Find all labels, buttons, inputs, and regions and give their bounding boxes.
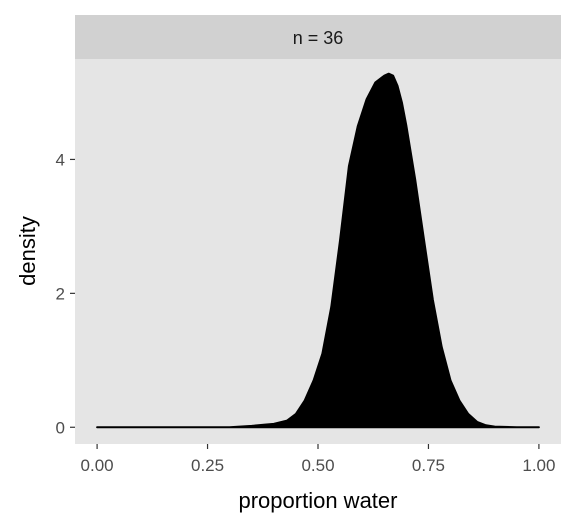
x-tick-label: 1.00 [522, 456, 555, 475]
y-tick-label: 0 [56, 418, 65, 437]
x-axis: 0.00 0.25 0.50 0.75 1.00 [81, 444, 555, 475]
x-tick-label: 0.50 [301, 456, 334, 475]
strip-background [75, 15, 561, 59]
x-tick-label: 0.25 [191, 456, 224, 475]
plot-area [96, 72, 540, 429]
x-axis-title: proportion water [239, 488, 398, 513]
y-tick-label: 2 [56, 284, 65, 303]
y-tick-label: 4 [56, 150, 65, 169]
x-tick-label: 0.00 [81, 456, 114, 475]
density-area-0 [96, 72, 540, 429]
y-axis: 0 2 4 [56, 150, 75, 437]
x-tick-label: 0.75 [412, 456, 445, 475]
facet-strip-label: n = 36 [293, 28, 344, 48]
y-axis-title: density [15, 216, 40, 286]
